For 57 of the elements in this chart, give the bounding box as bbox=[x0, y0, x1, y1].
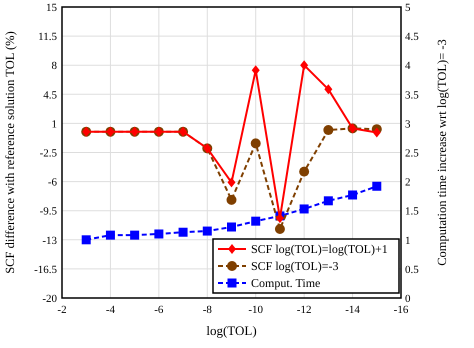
point bbox=[299, 166, 310, 177]
x-tick-label: -6 bbox=[154, 304, 164, 316]
y-tick-label: -9.5 bbox=[40, 206, 58, 218]
point bbox=[82, 235, 91, 244]
y-tick-label: 11.5 bbox=[38, 31, 58, 44]
point bbox=[372, 182, 382, 191]
y-tick-label: 15 bbox=[46, 2, 58, 14]
point bbox=[130, 230, 140, 240]
legend-label: SCF log(TOL)=log(TOL)+1 bbox=[251, 242, 388, 256]
y2-tick-label: 4.5 bbox=[405, 31, 420, 44]
point bbox=[300, 60, 308, 70]
y2-tick-label: 2.5 bbox=[405, 148, 420, 160]
y2-tick-label: 1.5 bbox=[405, 206, 420, 218]
point bbox=[323, 125, 334, 136]
point bbox=[274, 224, 285, 234]
y2-tick-label: 4 bbox=[405, 60, 411, 72]
point bbox=[154, 229, 164, 238]
y-tick-label: -6 bbox=[48, 176, 58, 189]
y2-tick-label: 2 bbox=[405, 176, 410, 189]
y-tick-label: 1 bbox=[52, 118, 57, 130]
point bbox=[226, 194, 236, 205]
y-tick-label: -20 bbox=[42, 293, 58, 305]
point bbox=[324, 196, 333, 206]
x-tick-label: -10 bbox=[248, 304, 264, 316]
x-tick-label: -4 bbox=[106, 304, 116, 316]
legend-label: SCF log(TOL)=-3 bbox=[251, 259, 339, 273]
point bbox=[372, 128, 381, 138]
x-tick-label: -12 bbox=[296, 304, 312, 316]
x-axis-title: log(TOL) bbox=[206, 323, 257, 338]
x-tick-label: -8 bbox=[202, 304, 212, 316]
x-tick-label: -2 bbox=[57, 304, 67, 316]
point bbox=[178, 228, 188, 237]
y-tick-label: -13 bbox=[42, 234, 58, 247]
point bbox=[106, 230, 115, 240]
y2-tick-label: 3.5 bbox=[405, 89, 420, 102]
y2-tick-label: 0 bbox=[405, 293, 411, 305]
point bbox=[228, 177, 236, 188]
point bbox=[250, 138, 261, 148]
point bbox=[227, 222, 236, 232]
y2-tick-label: 3 bbox=[405, 118, 411, 130]
x-tick-label: -16 bbox=[394, 304, 409, 316]
y-tick-label: 8 bbox=[52, 60, 58, 72]
legend-label: Comput. Time bbox=[251, 276, 320, 290]
y-tick-label: 4.5 bbox=[43, 89, 58, 102]
y2-tick-label: 0.5 bbox=[405, 264, 420, 276]
point bbox=[300, 204, 309, 214]
point bbox=[324, 84, 332, 94]
x-tick-label: -14 bbox=[345, 304, 360, 316]
point bbox=[251, 216, 260, 226]
y-axis-title: SCF difference with reference solution TOL (%) bbox=[3, 31, 17, 274]
y2-tick-label: 5 bbox=[405, 2, 411, 14]
y-tick-label: -16.5 bbox=[34, 264, 58, 276]
y2-tick-label: 1 bbox=[405, 234, 410, 247]
y2-axis-title: Computation time increase wrt log(TOL)= -3 bbox=[435, 39, 449, 266]
point bbox=[202, 226, 212, 236]
point bbox=[348, 190, 358, 200]
y-tick-label: -2.5 bbox=[40, 148, 58, 160]
